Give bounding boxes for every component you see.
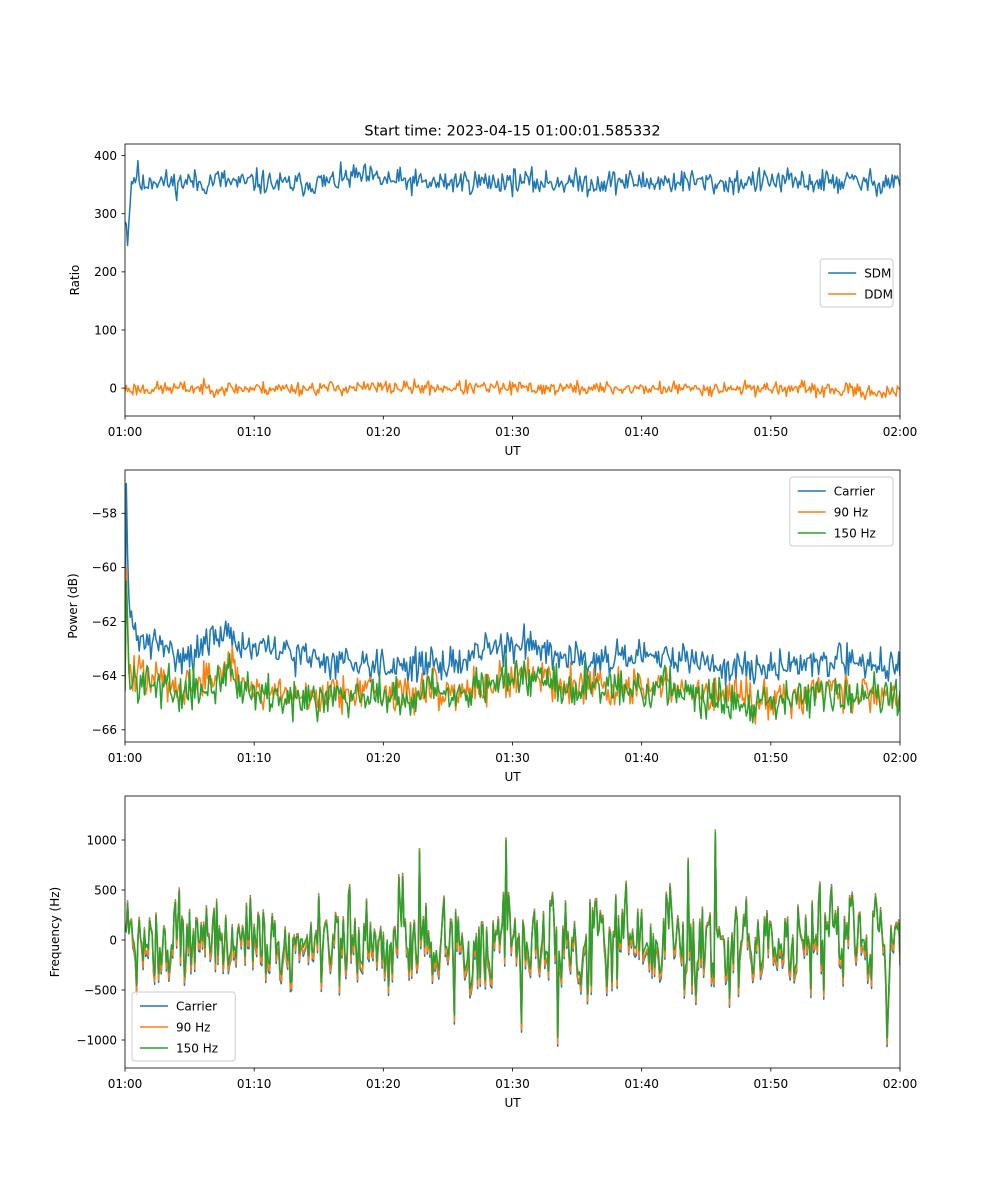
legend-label: 90 Hz	[834, 505, 868, 519]
legend-label: Carrier	[176, 999, 217, 1013]
y-tick-label: −1000	[76, 1033, 117, 1047]
series-line-150-hz	[125, 832, 900, 1039]
y-tick-label: 300	[94, 207, 117, 221]
x-tick-label: 01:10	[237, 425, 272, 439]
x-tick-label: 02:00	[883, 425, 918, 439]
x-tick-label: 01:40	[624, 751, 659, 765]
y-tick-label: 200	[94, 265, 117, 279]
x-tick-label: 01:30	[495, 425, 530, 439]
x-tick-label: 01:40	[624, 1077, 659, 1091]
y-tick-label: 0	[109, 933, 117, 947]
y-tick-label: 100	[94, 323, 117, 337]
x-axis-label: UT	[504, 444, 521, 458]
figure-title: Start time: 2023-04-15 01:00:01.585332	[364, 124, 660, 140]
x-tick-label: 01:20	[366, 1077, 401, 1091]
x-tick-label: 01:30	[495, 1077, 530, 1091]
panel-ratio: 01:00 01:10 01:20 01:30 01:40 01:50 02:00 0 100 2…	[68, 143, 918, 458]
y-tick-label: 400	[94, 149, 117, 163]
y-tick-label: −500	[84, 983, 117, 997]
x-tick-label: 01:00	[108, 751, 143, 765]
x-axis-label: UT	[504, 770, 521, 784]
series-group	[125, 829, 900, 1048]
series-group	[125, 159, 900, 401]
y-tick-label: −58	[92, 507, 117, 521]
x-tick-label: 01:30	[495, 751, 530, 765]
legend: SDM DDM	[819, 258, 894, 308]
x-tick-label: 01:40	[624, 425, 659, 439]
y-tick-label: −60	[92, 561, 117, 575]
x-tick-label: 01:00	[108, 1077, 143, 1091]
x-tick-label: 01:50	[754, 1077, 789, 1091]
x-tick-label: 01:50	[754, 425, 789, 439]
legend-label: SDM	[864, 266, 891, 280]
series-line-carrier	[125, 482, 900, 687]
x-tick-label: 01:20	[366, 751, 401, 765]
y-axis-label: Ratio	[68, 265, 82, 296]
legend-box	[131, 991, 236, 1062]
x-axis-label: UT	[504, 1096, 521, 1110]
x-tick-label: 02:00	[883, 751, 918, 765]
y-tick-label: −64	[92, 669, 117, 683]
legend-label: 150 Hz	[176, 1041, 218, 1055]
series-group	[125, 482, 900, 725]
legend-box	[819, 258, 894, 308]
y-axis-label: Power (dB)	[66, 573, 80, 638]
legend: Carrier 90 Hz 150 Hz	[789, 476, 894, 547]
y-tick-label: 0	[109, 381, 117, 395]
series-line-sdm	[125, 159, 900, 247]
legend-label: 150 Hz	[834, 526, 876, 540]
legend-box	[789, 476, 894, 547]
x-tick-label: 01:20	[366, 425, 401, 439]
series-line-ddm	[125, 377, 900, 401]
panel-power: 01:00 01:10 01:20 01:30 01:40 01:50 02:00 −66 −6…	[66, 469, 918, 784]
x-tick-label: 01:00	[108, 425, 143, 439]
y-tick-label: −66	[92, 723, 117, 737]
x-tick-label: 01:10	[237, 1077, 272, 1091]
legend-label: Carrier	[834, 484, 875, 498]
y-tick-label: 500	[94, 883, 117, 897]
series-line-150-hz	[125, 580, 900, 724]
legend-label: DDM	[864, 287, 893, 301]
y-tick-label: 1000	[86, 833, 117, 847]
x-tick-label: 01:10	[237, 751, 272, 765]
panel-frequency: 01:00 01:10 01:20 01:30 01:40 01:50 02:00 −1000…	[48, 795, 918, 1110]
y-axis-label: Frequency (Hz)	[48, 887, 62, 978]
x-tick-label: 02:00	[883, 1077, 918, 1091]
legend-label: 90 Hz	[176, 1020, 210, 1034]
y-tick-label: −62	[92, 615, 117, 629]
legend: Carrier 90 Hz 150 Hz	[131, 991, 236, 1062]
x-tick-label: 01:50	[754, 751, 789, 765]
panels: 01:00 01:10 01:20 01:30 01:40 01:50 02:00 0 100 2…	[48, 143, 918, 1110]
